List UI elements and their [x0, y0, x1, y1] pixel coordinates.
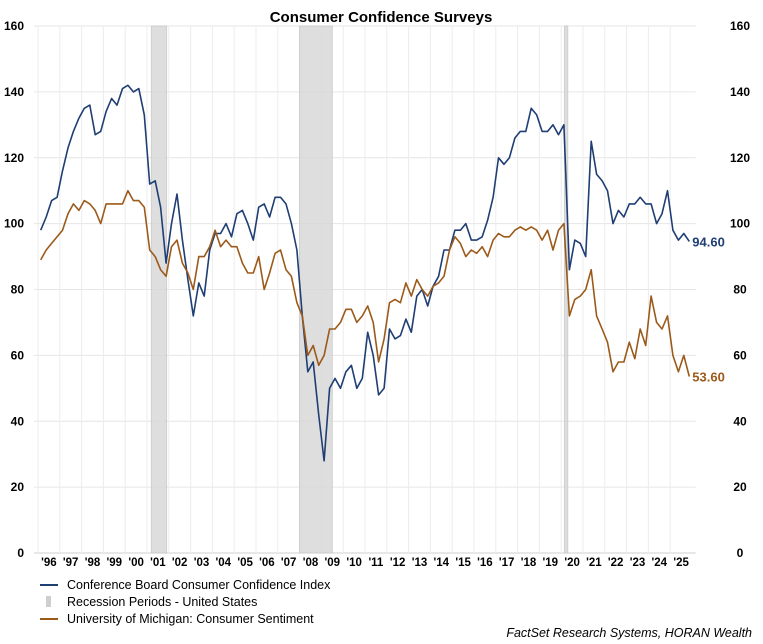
x-tick-label: '19: [543, 557, 559, 569]
conference-board-last-value: 94.60: [692, 234, 725, 249]
x-tick-label: '99: [107, 557, 123, 569]
y-tick-left: 80: [11, 283, 25, 297]
y-tick-left: 160: [4, 19, 24, 33]
x-tick-label: '24: [652, 557, 668, 569]
y-tick-left: 0: [17, 546, 24, 560]
y-tick-left: 140: [4, 85, 24, 99]
y-tick-right: 120: [730, 151, 750, 165]
x-tick-label: '09: [325, 557, 341, 569]
x-tick-label: '25: [673, 557, 689, 569]
chart-title: Consumer Confidence Surveys: [270, 9, 493, 26]
x-tick-label: '08: [303, 557, 319, 569]
legend: Conference Board Consumer Confidence Ind…: [40, 578, 331, 626]
umich-sentiment-line: [40, 189, 691, 377]
x-tick-label: '00: [128, 557, 144, 569]
x-tick-label: '23: [630, 557, 646, 569]
source-note: FactSet Research Systems, HORAN Wealth: [506, 626, 752, 640]
x-tick-label: '98: [85, 557, 101, 569]
x-tick-label: '13: [412, 557, 428, 569]
x-tick-label: '15: [455, 557, 471, 569]
x-tick-label: '18: [521, 557, 537, 569]
x-tick-label: '02: [172, 557, 188, 569]
recession-band: [299, 25, 333, 554]
y-tick-right: 80: [733, 283, 747, 297]
conference-board-line: [39, 84, 690, 462]
x-tick-label: '07: [281, 557, 297, 569]
y-tick-left: 120: [4, 151, 24, 165]
y-tick-right: 160: [730, 19, 750, 33]
y-tick-left: 100: [4, 217, 24, 231]
x-tick-label: '12: [390, 557, 406, 569]
x-tick-label: '21: [586, 557, 602, 569]
legend-label-recession: Recession Periods - United States: [67, 595, 257, 609]
legend-swatch-recession: [46, 596, 51, 607]
x-tick-label: '10: [346, 557, 362, 569]
y-tick-left: 20: [11, 480, 25, 494]
x-tick-label: '16: [477, 557, 493, 569]
y-tick-right: 140: [730, 85, 750, 99]
x-tick-label: '96: [41, 557, 57, 569]
x-tick-label: '14: [434, 557, 450, 569]
legend-label-umich: University of Michigan: Consumer Sentime…: [67, 612, 314, 626]
y-tick-right: 0: [737, 546, 744, 560]
x-tick-label: '03: [194, 557, 210, 569]
y-tick-right: 100: [730, 217, 750, 231]
x-tick-label: '04: [216, 557, 232, 569]
x-tick-label: '97: [63, 557, 79, 569]
x-tick-label: '22: [608, 557, 624, 569]
umich-last-value: 53.60: [692, 369, 725, 384]
x-tick-label: '11: [368, 557, 383, 569]
x-tick-label: '20: [564, 557, 580, 569]
y-tick-left: 40: [11, 414, 25, 428]
y-tick-right: 60: [733, 348, 747, 362]
x-tick-label: '17: [499, 557, 515, 569]
recession-band: [150, 25, 168, 554]
x-tick-label: '01: [150, 557, 166, 569]
x-tick-label: '05: [237, 557, 253, 569]
legend-label-conference-board: Conference Board Consumer Confidence Ind…: [67, 578, 331, 592]
y-tick-left: 60: [11, 348, 25, 362]
y-tick-right: 40: [733, 414, 747, 428]
x-tick-label: '06: [259, 557, 275, 569]
y-tick-right: 20: [733, 480, 747, 494]
